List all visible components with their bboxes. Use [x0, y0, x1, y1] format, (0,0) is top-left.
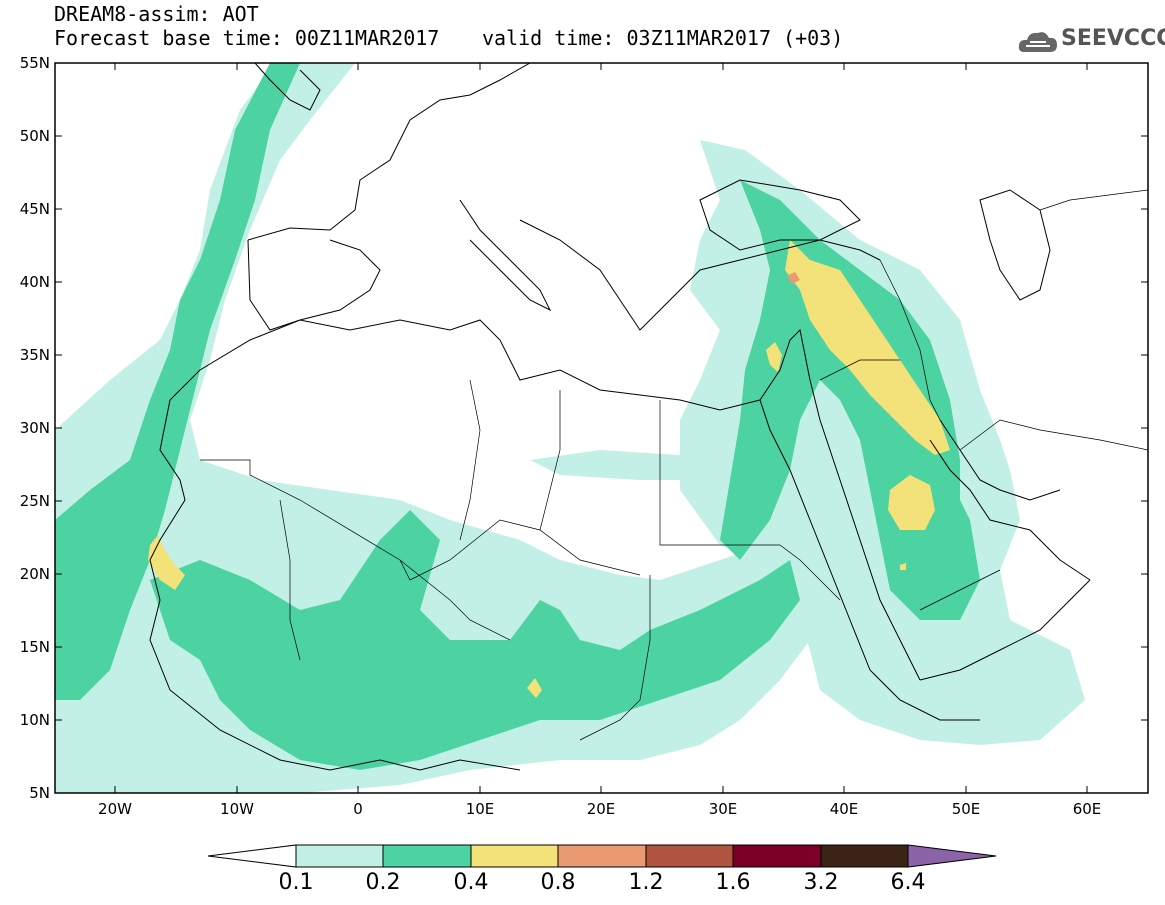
lat-label: 10N [19, 711, 50, 729]
aot-contour-0-2-sahel [150, 510, 800, 770]
colorbar-bin-3 [470, 844, 559, 868]
aot-contour-0-4-yemen [900, 563, 906, 570]
aot-fields [55, 63, 1085, 793]
colorbar-label: 0.2 [365, 870, 401, 895]
lat-label: 5N [29, 784, 50, 802]
lon-label: 60E [1072, 800, 1102, 818]
colorbar-label: 1.2 [628, 870, 664, 895]
lat-label: 55N [19, 54, 50, 72]
aot-contour-0-4-mauritania [148, 535, 185, 590]
colorbar-max-arrow [907, 844, 997, 868]
lon-ticks [114, 63, 1088, 793]
lat-label: 45N [19, 200, 50, 218]
lon-label: 30E [708, 800, 738, 818]
lon-label: 20W [98, 800, 132, 818]
lon-label: 0 [353, 800, 363, 818]
lat-label: 30N [19, 419, 50, 437]
cloud-logo-icon [1018, 32, 1057, 52]
colorbar-bin-6 [732, 844, 822, 868]
lat-label: 15N [19, 638, 50, 656]
lat-label: 20N [19, 565, 50, 583]
colorbar-bin-7 [820, 844, 909, 868]
colorbar [207, 844, 997, 868]
lat-label: 40N [19, 273, 50, 291]
valid-time: valid time: 03Z11MAR2017 (+03) [482, 26, 844, 50]
colorbar-label: 0.4 [453, 870, 489, 895]
lon-label: 10W [220, 800, 254, 818]
lon-label: 10E [465, 800, 495, 818]
colorbar-bin-2 [382, 844, 472, 868]
lon-label: 20E [586, 800, 616, 818]
coastlines [149, 63, 1091, 771]
lat-label: 50N [19, 127, 50, 145]
country-borders [200, 189, 1148, 741]
lon-label: 40E [829, 800, 859, 818]
colorbar-label: 3.2 [803, 870, 839, 895]
aot-contour-0-4-levant [766, 342, 782, 372]
colorbar-label: 1.6 [715, 870, 751, 895]
colorbar-label: 0.1 [278, 870, 314, 895]
aot-contour-0-4-arabia [888, 475, 935, 530]
aot-contour-0-4-iraq [785, 240, 950, 455]
colorbar-label: 0.8 [540, 870, 576, 895]
lat-ticks [55, 62, 1148, 721]
lon-label: 50E [951, 800, 981, 818]
aot-contour-0-1-sahara [530, 450, 690, 480]
colorbar-label: 6.4 [890, 870, 926, 895]
colorbar-bin-5 [645, 844, 734, 868]
forecast-base-time: Forecast base time: 00Z11MAR2017 [54, 26, 440, 50]
aot-contour-0-4-chad [527, 678, 542, 698]
lat-label: 35N [19, 346, 50, 364]
colorbar-bin-4 [557, 844, 647, 868]
aot-contour-0-8-turkey [787, 272, 800, 284]
lat-label: 25N [19, 492, 50, 510]
logo-text: SEEVCCC [1061, 26, 1165, 51]
colorbar-min-arrow [207, 844, 297, 868]
map-title: DREAM8-assim: AOT [54, 2, 259, 26]
colorbar-bin-1 [295, 844, 384, 868]
aot-contour-0-2-atlantic [55, 63, 300, 700]
